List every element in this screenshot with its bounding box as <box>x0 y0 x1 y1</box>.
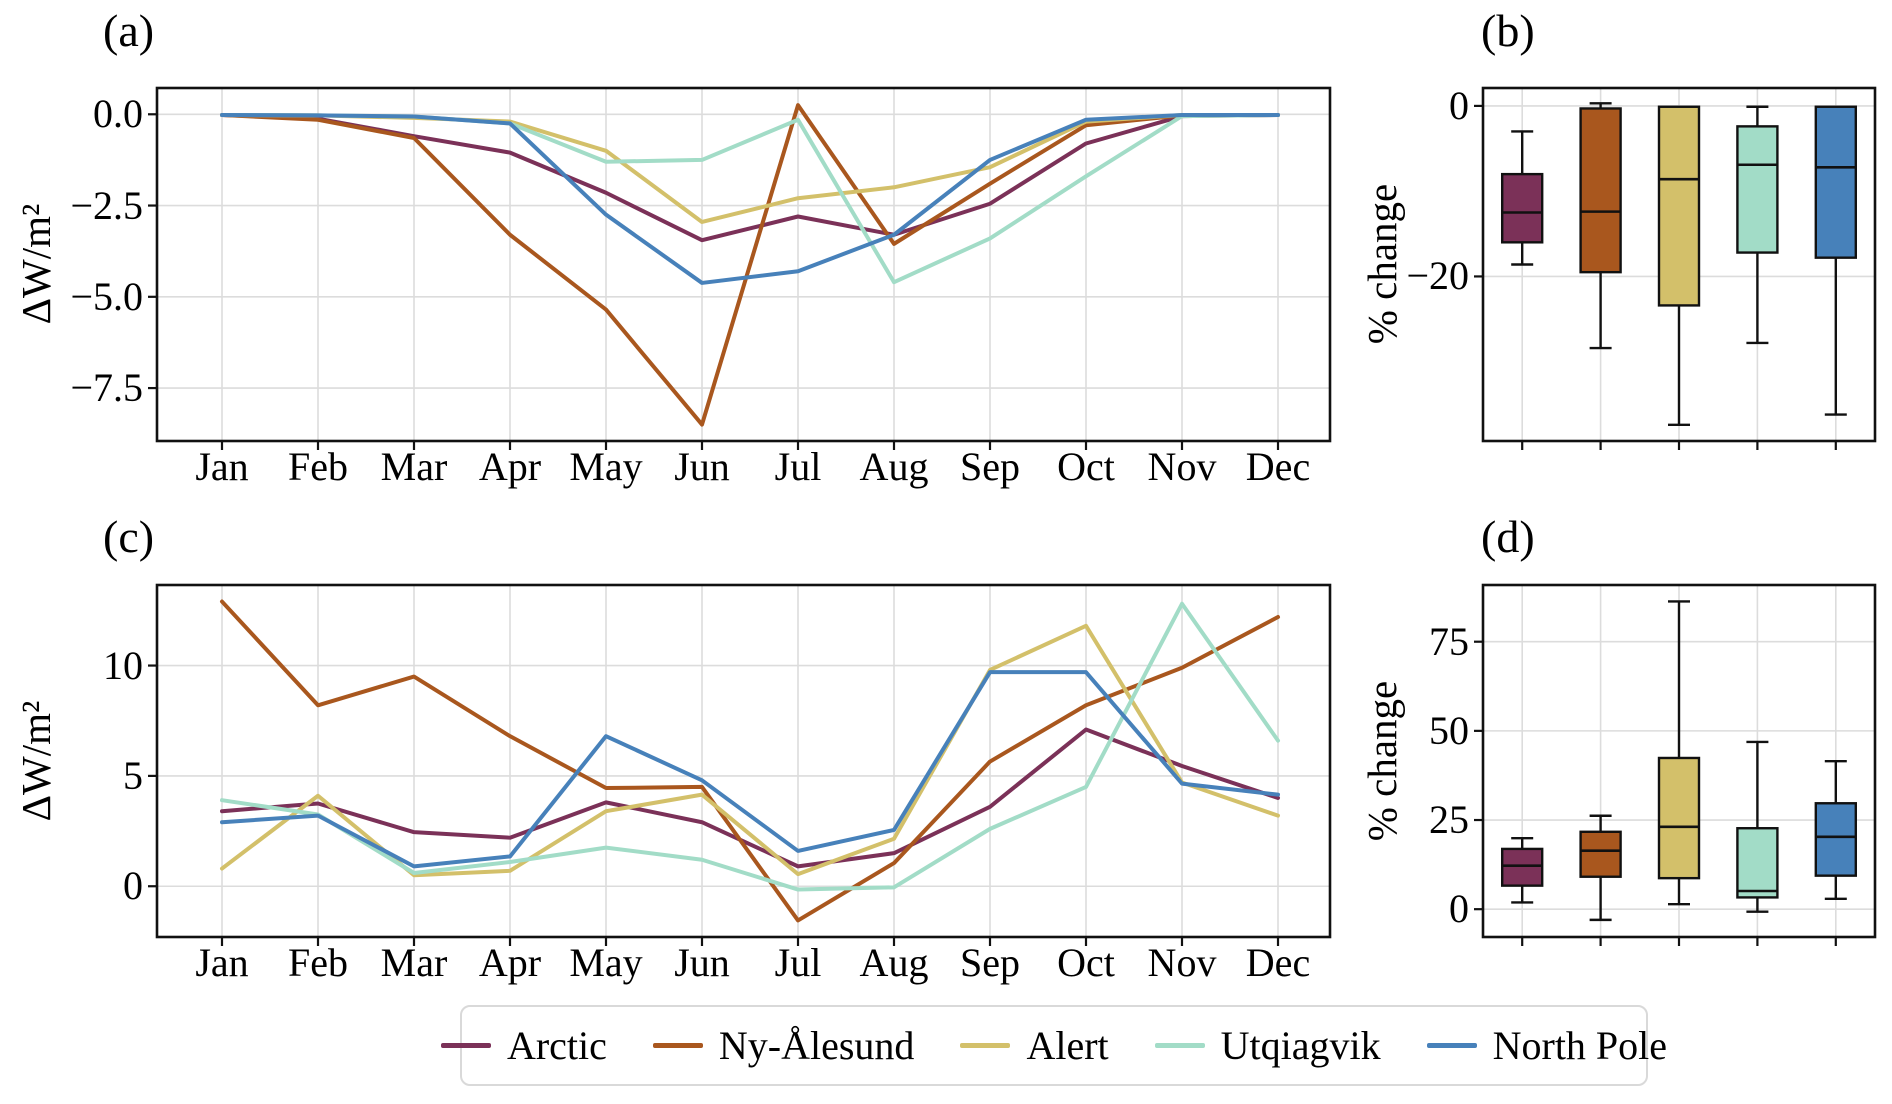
y-tick-label: 0 <box>123 863 143 909</box>
box-Alert <box>1657 756 1701 880</box>
box-Utqiagvik <box>1736 827 1779 899</box>
box-Arctic <box>1501 847 1544 887</box>
x-tick-label: Feb <box>288 444 348 489</box>
plot-frame <box>155 86 1332 443</box>
box-Utqiagvik <box>1736 125 1779 254</box>
series-line-Ny-Ålesund <box>220 599 1280 923</box>
panel-a-line-chart <box>148 86 1332 450</box>
y-tick-label: 0 <box>1449 82 1469 128</box>
y-tick-label: 50 <box>1429 707 1469 753</box>
panel-b-label: (b) <box>1481 5 1535 56</box>
plot-frame <box>1481 583 1877 939</box>
x-tick-label: Aug <box>859 444 929 489</box>
x-tick-label: Jun <box>674 940 730 985</box>
legend-item-arctic: Arctic <box>440 1022 607 1068</box>
legend-item-ny-alesund: Ny-Ålesund <box>652 1022 915 1068</box>
x-tick-label: Aug <box>859 940 929 985</box>
x-tick-label: Dec <box>1245 444 1311 489</box>
y-tick-label: −2.5 <box>70 182 143 228</box>
box-Alert <box>1657 105 1701 307</box>
x-tick-label: May <box>569 940 643 985</box>
arctic-line-swatch-icon <box>440 1043 491 1048</box>
legend-label: Ny-Ålesund <box>718 1022 915 1068</box>
y-tick-label: 75 <box>1429 618 1469 664</box>
ny-alesund-line-swatch-icon <box>652 1043 703 1048</box>
series-line-Arctic <box>220 727 1280 869</box>
panel-b-box-chart <box>1474 86 1877 450</box>
legend-label: North Pole <box>1492 1022 1668 1068</box>
y-tick-label: 0.0 <box>93 91 143 137</box>
x-tick-label: Jul <box>774 940 822 985</box>
series-line-Utqiagvik <box>220 601 1280 892</box>
x-tick-label: Sep <box>960 940 1020 985</box>
plot-frame <box>1481 86 1877 443</box>
legend-label: Arctic <box>506 1022 607 1068</box>
series-line-Arctic <box>220 113 1280 243</box>
legend: Arctic Ny-Ålesund Alert Utqiagvik North … <box>440 1005 1667 1086</box>
box-North Pole <box>1814 802 1857 877</box>
x-tick-label: Nov <box>1147 444 1217 489</box>
x-tick-label: Apr <box>478 940 542 985</box>
x-tick-label: Jun <box>674 444 730 489</box>
y-tick-label: −5.0 <box>70 273 143 319</box>
x-tick-label: May <box>569 444 643 489</box>
box-North Pole <box>1814 105 1857 259</box>
x-tick-label: Sep <box>960 444 1020 489</box>
x-tick-label: Dec <box>1245 940 1311 985</box>
box-Ny-Ålesund <box>1579 107 1622 274</box>
box-Ny-Ålesund <box>1579 830 1622 878</box>
series-line-Utqiagvik <box>220 113 1280 285</box>
x-tick-label: Oct <box>1057 444 1115 489</box>
x-tick-label: Nov <box>1147 940 1217 985</box>
plot-frame <box>155 583 1332 939</box>
x-tick-label: Apr <box>478 444 542 489</box>
north-pole-line-swatch-icon <box>1426 1043 1477 1048</box>
series-line-Ny-Ålesund <box>220 103 1280 427</box>
panel-d-label: (d) <box>1481 511 1535 562</box>
y-tick-label: 5 <box>123 752 143 798</box>
y-tick-label: −7.5 <box>70 365 143 411</box>
y-tick-label: 25 <box>1429 797 1469 843</box>
alert-line-swatch-icon <box>960 1043 1011 1048</box>
panel-c-line-chart <box>148 583 1332 946</box>
legend-label: Utqiagvik <box>1220 1022 1381 1068</box>
y-tick-label: 10 <box>103 642 143 688</box>
panel-a-label: (a) <box>103 5 155 56</box>
x-tick-label: Jan <box>195 940 249 985</box>
legend-label: Alert <box>1026 1022 1109 1068</box>
x-tick-label: Jan <box>195 444 249 489</box>
box-Arctic <box>1501 172 1544 244</box>
y-tick-label: −20 <box>1406 253 1469 299</box>
utqiagvik-line-swatch-icon <box>1154 1043 1205 1048</box>
panel-c-label: (c) <box>103 511 155 562</box>
panel-d-box-chart <box>1474 583 1877 946</box>
x-tick-label: Feb <box>288 940 348 985</box>
series-line-Alert <box>220 623 1280 878</box>
x-tick-label: Mar <box>380 940 448 985</box>
legend-item-alert: Alert <box>960 1022 1109 1068</box>
x-tick-label: Mar <box>380 444 448 489</box>
series-line-North Pole <box>220 670 1280 869</box>
y-tick-label: 0 <box>1449 886 1469 932</box>
legend-item-north-pole: North Pole <box>1426 1022 1668 1068</box>
x-tick-label: Oct <box>1057 940 1115 985</box>
x-tick-label: Jul <box>774 444 822 489</box>
series-line-North Pole <box>220 113 1280 285</box>
legend-item-utqiagvik: Utqiagvik <box>1154 1022 1381 1068</box>
